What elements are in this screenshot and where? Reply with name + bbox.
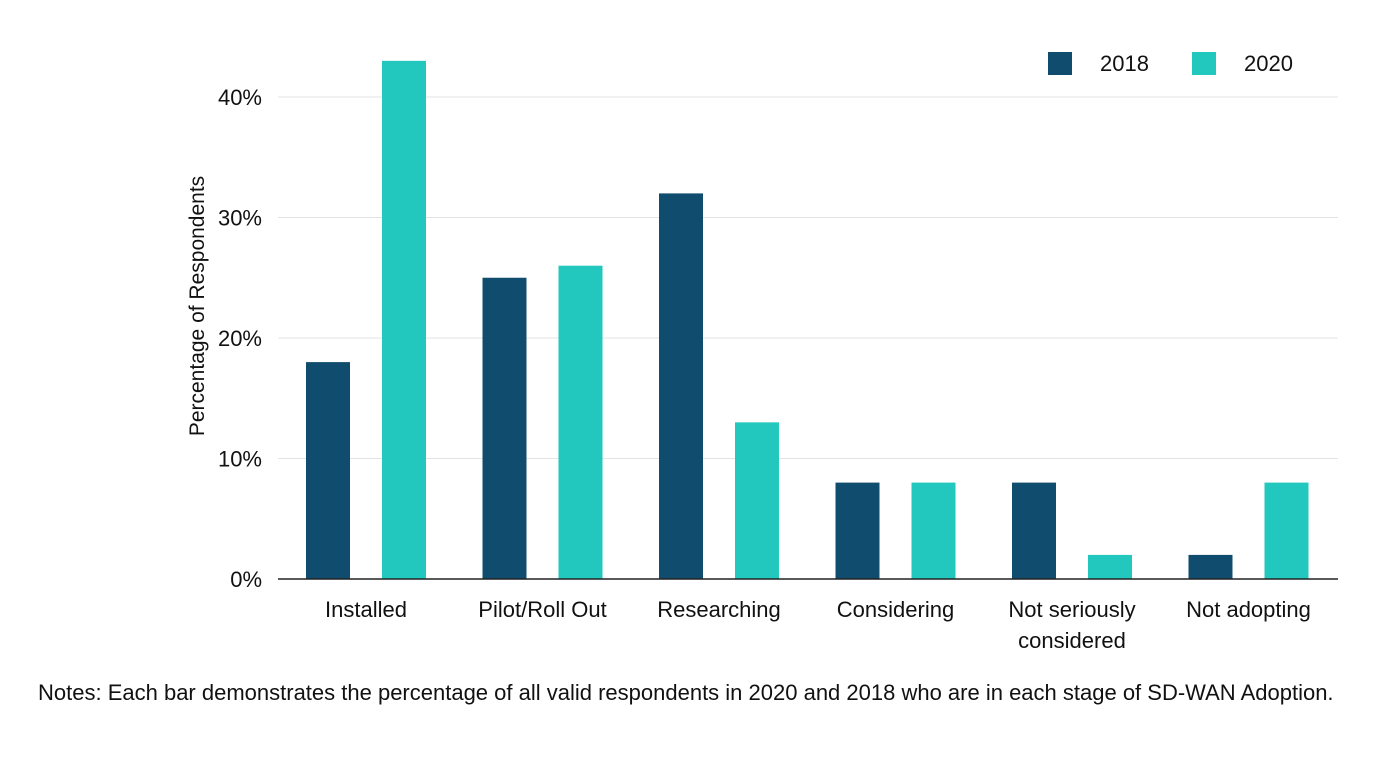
x-tick-label: Pilot/Roll Out bbox=[478, 597, 606, 622]
chart-notes: Notes: Each bar demonstrates the percent… bbox=[38, 680, 1334, 705]
x-tick-label: Considering bbox=[837, 597, 954, 622]
bar-2018 bbox=[1188, 554, 1233, 579]
x-tick-label: Not adopting bbox=[1186, 597, 1311, 622]
legend-label-2020: 2020 bbox=[1244, 51, 1293, 76]
legend-swatch-2020 bbox=[1192, 52, 1216, 75]
gridlines bbox=[278, 96, 1338, 459]
x-tick-label: Installed bbox=[325, 597, 407, 622]
axes: 0% 10% 20% 30% 40% Installed Pilot/Roll Out Res… bbox=[218, 85, 1338, 653]
y-tick-label: 0% bbox=[230, 567, 262, 592]
legend: 2018 2020 bbox=[1048, 51, 1293, 76]
bar-2018 bbox=[1012, 482, 1056, 579]
bar-2018 bbox=[835, 482, 880, 579]
bar-2020 bbox=[1088, 554, 1132, 579]
y-tick-label: 20% bbox=[218, 326, 262, 351]
x-tick-label: Researching bbox=[657, 597, 781, 622]
bar-chart: 0% 10% 20% 30% 40% Installed Pilot/Roll Out Res… bbox=[186, 51, 1338, 653]
bars bbox=[306, 60, 1309, 580]
y-tick-label: 40% bbox=[218, 85, 262, 110]
bar-2020 bbox=[911, 482, 956, 579]
bar-2020 bbox=[1264, 482, 1309, 579]
legend-swatch-2018 bbox=[1048, 52, 1072, 75]
bar-2020 bbox=[382, 60, 426, 580]
bar-2018 bbox=[306, 362, 350, 579]
x-tick-label: Not seriously considered bbox=[1008, 597, 1135, 653]
y-tick-label: 10% bbox=[218, 447, 262, 472]
bar-2018 bbox=[482, 277, 527, 579]
bar-2020 bbox=[735, 422, 779, 579]
y-tick-label: 30% bbox=[218, 206, 262, 231]
bar-2018 bbox=[659, 193, 703, 579]
y-axis-title: Percentage of Respondents bbox=[186, 176, 209, 436]
bar-2020 bbox=[558, 265, 603, 579]
legend-label-2018: 2018 bbox=[1100, 51, 1149, 76]
